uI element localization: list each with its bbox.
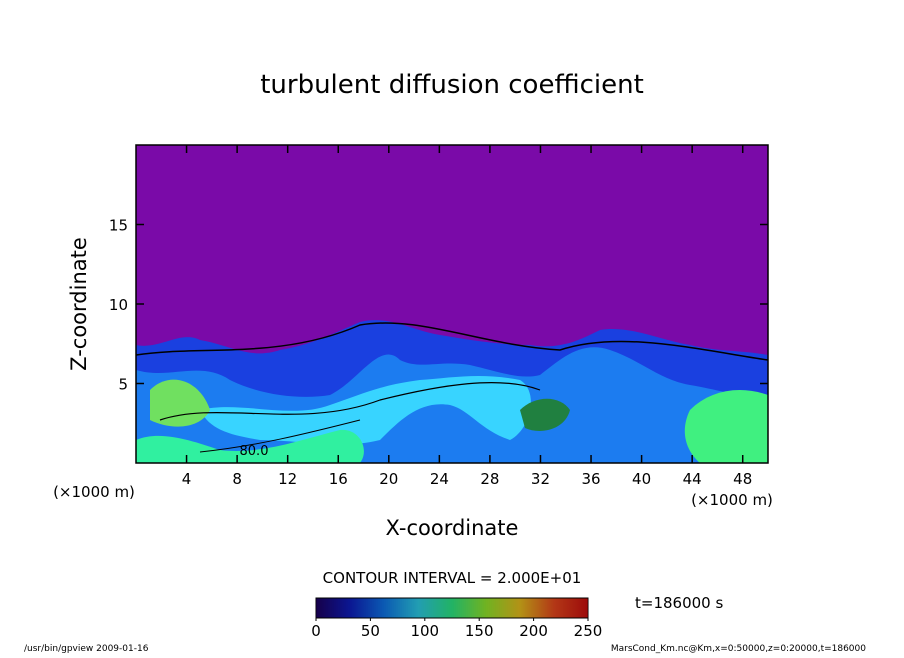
footer-left: /usr/bin/gpview 2009-01-16 [24, 644, 149, 654]
colorbar-tick-label: 100 [410, 622, 439, 640]
x-tick-label: 4 [182, 470, 192, 488]
y-tick-label: 15 [109, 217, 128, 235]
x-tick-label: 24 [430, 470, 449, 488]
x-axis-label: X-coordinate [386, 516, 519, 540]
chart-title: turbulent diffusion coefficient [260, 70, 644, 100]
colorbar-tick-label: 50 [361, 622, 380, 640]
colorbar-tick-label: 250 [574, 622, 603, 640]
x-tick-label: 40 [632, 470, 651, 488]
contour-field [136, 145, 768, 463]
contour-label: 80.0 [240, 444, 269, 459]
x-tick-label: 20 [379, 470, 398, 488]
x-tick-label: 28 [480, 470, 499, 488]
colorbar-frame [315, 597, 589, 619]
time-label: t=186000 s [635, 594, 723, 612]
colorbar-tick-label: 200 [519, 622, 548, 640]
x-tick-label: 16 [329, 470, 348, 488]
y-tick-label: 10 [109, 296, 128, 314]
x-tick-label: 44 [683, 470, 702, 488]
x-unit-label: (×1000 m) [53, 483, 135, 501]
x-unit-label: (×1000 m) [691, 491, 773, 509]
x-tick-label: 32 [531, 470, 550, 488]
y-axis-label: Z-coordinate [67, 237, 91, 371]
colorbar-tick-label: 0 [311, 622, 321, 640]
contour-interval: CONTOUR INTERVAL = 2.000E+01 [323, 569, 582, 587]
footer-right: MarsCond_Km.nc@Km,x=0:50000,z=0:20000,t=… [611, 644, 866, 654]
x-tick-label: 36 [581, 470, 600, 488]
y-tick-label: 5 [118, 376, 128, 394]
colorbar: 0 50 100 150 200 250 [311, 597, 603, 640]
x-tick-label: 12 [278, 470, 297, 488]
x-tick-label: 8 [232, 470, 242, 488]
colorbar-tick-label: 150 [465, 622, 494, 640]
x-tick-label: 48 [733, 470, 752, 488]
